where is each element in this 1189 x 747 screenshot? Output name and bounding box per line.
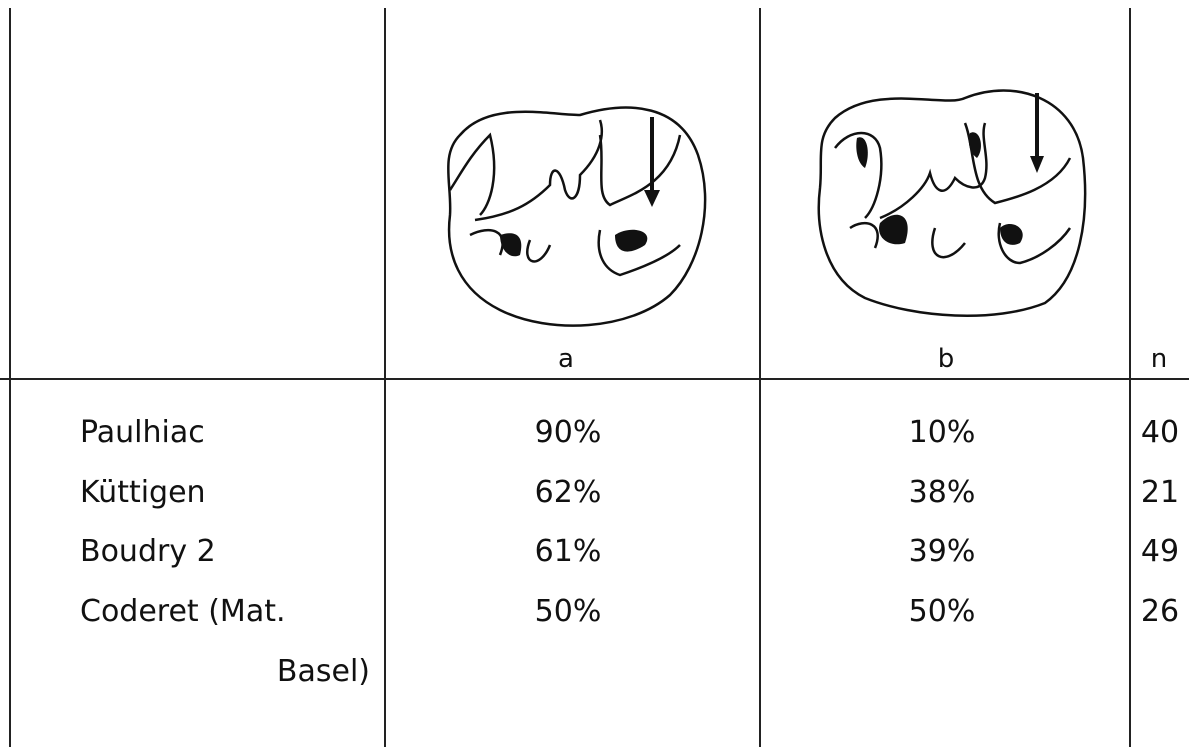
cell: 10% <box>908 415 976 450</box>
column-header: a <box>558 344 574 374</box>
row-label: Boudry 2 <box>80 534 216 569</box>
row-label: Paulhiac <box>80 415 205 450</box>
tooth-drawing-b <box>817 89 1087 317</box>
cell: 26 <box>1140 594 1180 629</box>
rule <box>384 8 386 747</box>
cell: 62% <box>534 475 602 510</box>
cell: 61% <box>534 534 602 569</box>
cell: 21 <box>1140 475 1180 510</box>
column-header: b <box>937 344 955 374</box>
cell: 50% <box>534 594 602 629</box>
cell: 49 <box>1140 534 1180 569</box>
cell: 90% <box>534 415 602 450</box>
tooth-drawing-a <box>447 106 707 327</box>
rule <box>1129 8 1131 747</box>
row-label: Küttigen <box>80 475 206 510</box>
cell: 50% <box>908 594 976 629</box>
rule <box>9 8 11 747</box>
cell: 38% <box>908 475 976 510</box>
rule <box>0 378 1189 380</box>
cell: 39% <box>908 534 976 569</box>
column-header: n <box>1150 344 1168 374</box>
row-label: Coderet (Mat. Basel) <box>80 594 370 689</box>
cell: 40 <box>1140 415 1180 450</box>
rule <box>759 8 761 747</box>
